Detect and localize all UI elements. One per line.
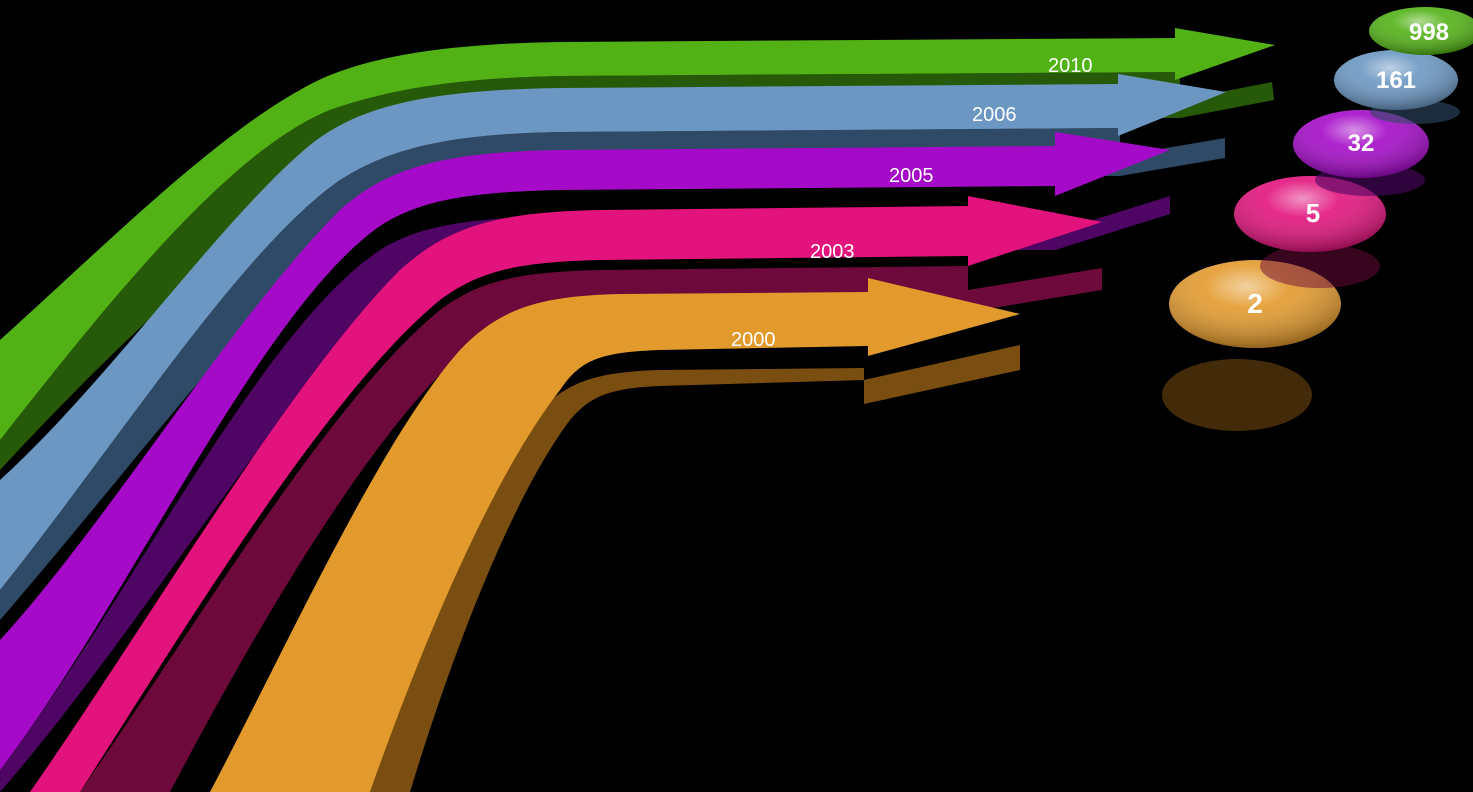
count-blob-2003: 5 bbox=[1234, 176, 1386, 288]
arrow-2003-shadow bbox=[80, 266, 1102, 792]
count-blob-2010: 998 bbox=[1369, 7, 1473, 55]
count-blob-2003-reflection bbox=[1260, 244, 1380, 288]
count-blob-2010-shine bbox=[1369, 7, 1473, 55]
arrow-2000-body bbox=[210, 278, 1020, 792]
arrow-2006-body bbox=[0, 74, 1226, 590]
count-blob-2006-value: 161 bbox=[1376, 67, 1416, 94]
count-blob-2005-value: 32 bbox=[1348, 130, 1375, 157]
arrow-2003-body bbox=[30, 196, 1102, 792]
count-blob-2003-shine bbox=[1234, 176, 1386, 252]
count-blob-2000-value: 2 bbox=[1247, 288, 1263, 319]
count-blob-2000-reflection bbox=[1162, 359, 1312, 431]
arrow-2005-shadow bbox=[0, 196, 1170, 792]
count-blob-2003-value: 5 bbox=[1306, 198, 1320, 228]
arrow-2010-year-label: 2010 bbox=[1048, 55, 1093, 77]
count-blob-2005-shine bbox=[1293, 110, 1429, 178]
arrow-2003: 2003 bbox=[30, 196, 1102, 792]
arrow-2000-year-label: 2000 bbox=[731, 329, 776, 351]
count-blob-2005: 32 bbox=[1293, 110, 1429, 196]
arrow-2010-body bbox=[0, 28, 1275, 440]
arrow-2005: 2005 bbox=[0, 132, 1170, 792]
count-blob-2006: 161 bbox=[1334, 50, 1460, 124]
arrow-2006-year-label: 2006 bbox=[972, 104, 1017, 126]
arrow-2000-shadow bbox=[370, 345, 1020, 792]
count-blob-2006-shine bbox=[1334, 50, 1458, 110]
arrow-2003-year-label: 2003 bbox=[810, 241, 855, 263]
arrow-2000: 2000 bbox=[210, 278, 1020, 792]
arrow-2005-body bbox=[0, 132, 1170, 770]
arrow-2005-year-label: 2005 bbox=[889, 165, 934, 187]
count-blob-2010-value: 998 bbox=[1409, 19, 1449, 46]
